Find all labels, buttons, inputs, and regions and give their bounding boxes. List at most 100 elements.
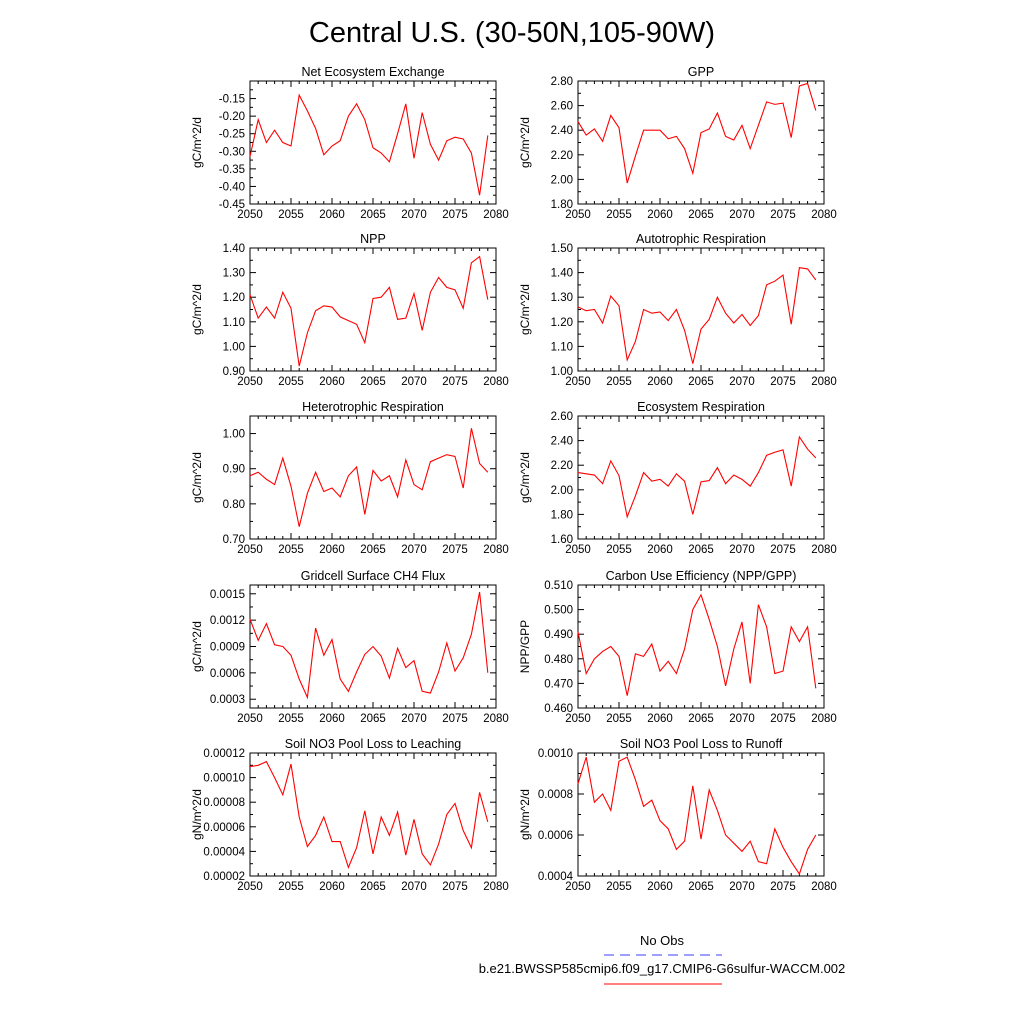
x-tick-label: 2065 bbox=[688, 209, 714, 221]
y-tick-label: 1.80 bbox=[551, 199, 573, 211]
x-tick-label: 2075 bbox=[442, 209, 468, 221]
x-tick-label: 2070 bbox=[729, 376, 755, 388]
x-tick-label: 2080 bbox=[483, 544, 509, 556]
y-tick-label: 1.20 bbox=[551, 317, 573, 329]
y-tick-label: 0.460 bbox=[544, 703, 573, 715]
chart-panel: Soil NO3 Pool Loss to Leaching 2050 2055 20… bbox=[190, 737, 509, 893]
y-tick-label: 1.00 bbox=[223, 429, 245, 441]
x-tick-label: 2060 bbox=[319, 376, 345, 388]
y-axis-label: gC/m^2/d bbox=[518, 117, 532, 168]
x-tick-label: 2055 bbox=[278, 376, 304, 388]
panel-title: GPP bbox=[688, 65, 714, 79]
y-tick-label: 0.00012 bbox=[203, 748, 245, 760]
x-tick-label: 2070 bbox=[401, 209, 427, 221]
x-tick-label: 2070 bbox=[401, 544, 427, 556]
y-tick-label: 1.10 bbox=[551, 341, 573, 353]
x-tick-label: 2080 bbox=[483, 376, 509, 388]
y-tick-label: 1.00 bbox=[223, 341, 245, 353]
x-tick-label: 2060 bbox=[647, 544, 673, 556]
plot-frame bbox=[577, 80, 825, 205]
y-tick-label: 0.0008 bbox=[538, 789, 573, 801]
y-tick-label: 2.00 bbox=[551, 174, 573, 186]
plot-frame bbox=[577, 247, 825, 372]
y-tick-label: 1.00 bbox=[551, 366, 573, 378]
x-tick-label: 2075 bbox=[442, 881, 468, 893]
x-tick-label: 2050 bbox=[237, 209, 263, 221]
panel-title: Autotrophic Respiration bbox=[636, 232, 766, 246]
panel-title: Gridcell Surface CH4 Flux bbox=[301, 569, 446, 583]
y-tick-label: 0.0012 bbox=[210, 615, 245, 627]
x-tick-label: 2060 bbox=[647, 209, 673, 221]
y-tick-label: -0.30 bbox=[219, 146, 245, 158]
plot-frame bbox=[249, 752, 497, 877]
y-tick-label: 1.40 bbox=[551, 268, 573, 280]
x-tick-label: 2065 bbox=[688, 376, 714, 388]
y-tick-label: 0.0003 bbox=[210, 694, 245, 706]
x-tick-label: 2080 bbox=[811, 376, 837, 388]
y-tick-label: 1.60 bbox=[551, 534, 573, 546]
y-axis-label: gN/m^2/d bbox=[190, 789, 204, 840]
x-tick-label: 2075 bbox=[770, 376, 796, 388]
x-tick-label: 2070 bbox=[401, 713, 427, 725]
series-line bbox=[577, 593, 817, 696]
chart-panel: Net Ecosystem Exchange 2050 2055 2060 2065 20… bbox=[190, 65, 509, 221]
series-line bbox=[249, 591, 489, 700]
y-tick-label: 0.480 bbox=[544, 654, 573, 666]
x-tick-label: 2070 bbox=[401, 881, 427, 893]
y-tick-label: 0.00004 bbox=[203, 846, 245, 858]
legend: No Obs b.e21.BWSSP585cmip6.f09_g17.CMIP6… bbox=[479, 933, 845, 985]
x-tick-label: 2080 bbox=[811, 209, 837, 221]
x-tick-label: 2075 bbox=[442, 376, 468, 388]
x-tick-label: 2055 bbox=[278, 713, 304, 725]
y-tick-label: 2.40 bbox=[551, 125, 573, 137]
x-tick-label: 2055 bbox=[278, 881, 304, 893]
y-tick-label: 1.80 bbox=[551, 509, 573, 521]
series-line bbox=[249, 255, 489, 367]
x-tick-label: 2060 bbox=[319, 881, 345, 893]
x-tick-label: 2080 bbox=[811, 544, 837, 556]
y-axis-label: gC/m^2/d bbox=[190, 117, 204, 168]
series-line bbox=[577, 82, 817, 184]
x-tick-label: 2075 bbox=[770, 713, 796, 725]
y-tick-label: 2.60 bbox=[551, 101, 573, 113]
x-tick-label: 2070 bbox=[729, 544, 755, 556]
x-tick-label: 2055 bbox=[606, 713, 632, 725]
y-tick-label: 1.30 bbox=[551, 292, 573, 304]
x-tick-label: 2060 bbox=[319, 713, 345, 725]
chart-panel: Gridcell Surface CH4 Flux 2050 2055 2060 206… bbox=[190, 569, 509, 725]
x-tick-label: 2055 bbox=[606, 881, 632, 893]
panel-title: Net Ecosystem Exchange bbox=[301, 65, 444, 79]
y-tick-label: 2.40 bbox=[551, 436, 573, 448]
x-tick-label: 2050 bbox=[565, 713, 591, 725]
y-tick-label: 0.0009 bbox=[210, 642, 245, 654]
x-tick-label: 2050 bbox=[565, 376, 591, 388]
y-axis-label: gC/m^2/d bbox=[518, 284, 532, 335]
y-tick-label: 0.0006 bbox=[538, 830, 573, 842]
chart-panel: Carbon Use Efficiency (NPP/GPP) 2050 2055 2… bbox=[518, 569, 837, 725]
y-tick-label: -0.25 bbox=[219, 129, 245, 141]
x-tick-label: 2060 bbox=[647, 881, 673, 893]
y-tick-label: 0.00006 bbox=[203, 822, 245, 834]
series-line bbox=[249, 428, 489, 527]
x-tick-label: 2055 bbox=[606, 209, 632, 221]
x-tick-label: 2060 bbox=[647, 713, 673, 725]
panel-title: Heterotrophic Respiration bbox=[302, 400, 444, 414]
y-axis-label: gC/m^2/d bbox=[518, 452, 532, 503]
x-tick-label: 2075 bbox=[770, 209, 796, 221]
chart-panel: NPP 2050 2055 2060 2065 2070 2075 2080 0.90 1.00 1… bbox=[190, 232, 509, 388]
y-tick-label: 0.70 bbox=[223, 534, 245, 546]
y-tick-label: 0.00008 bbox=[203, 797, 245, 809]
y-axis-label: gC/m^2/d bbox=[190, 284, 204, 335]
series-line bbox=[577, 756, 817, 876]
y-tick-label: 0.510 bbox=[544, 580, 573, 592]
y-tick-label: 0.0004 bbox=[538, 871, 574, 883]
x-tick-label: 2055 bbox=[278, 209, 304, 221]
y-tick-label: 2.20 bbox=[551, 460, 573, 472]
chart-panel: Autotrophic Respiration 2050 2055 2060 2065 2… bbox=[518, 232, 837, 388]
y-tick-label: 2.00 bbox=[551, 485, 573, 497]
y-tick-label: -0.20 bbox=[219, 111, 245, 123]
y-axis-label: gN/m^2/d bbox=[518, 789, 532, 840]
x-tick-label: 2070 bbox=[401, 376, 427, 388]
x-tick-label: 2065 bbox=[360, 713, 386, 725]
panel-title: NPP bbox=[360, 232, 386, 246]
